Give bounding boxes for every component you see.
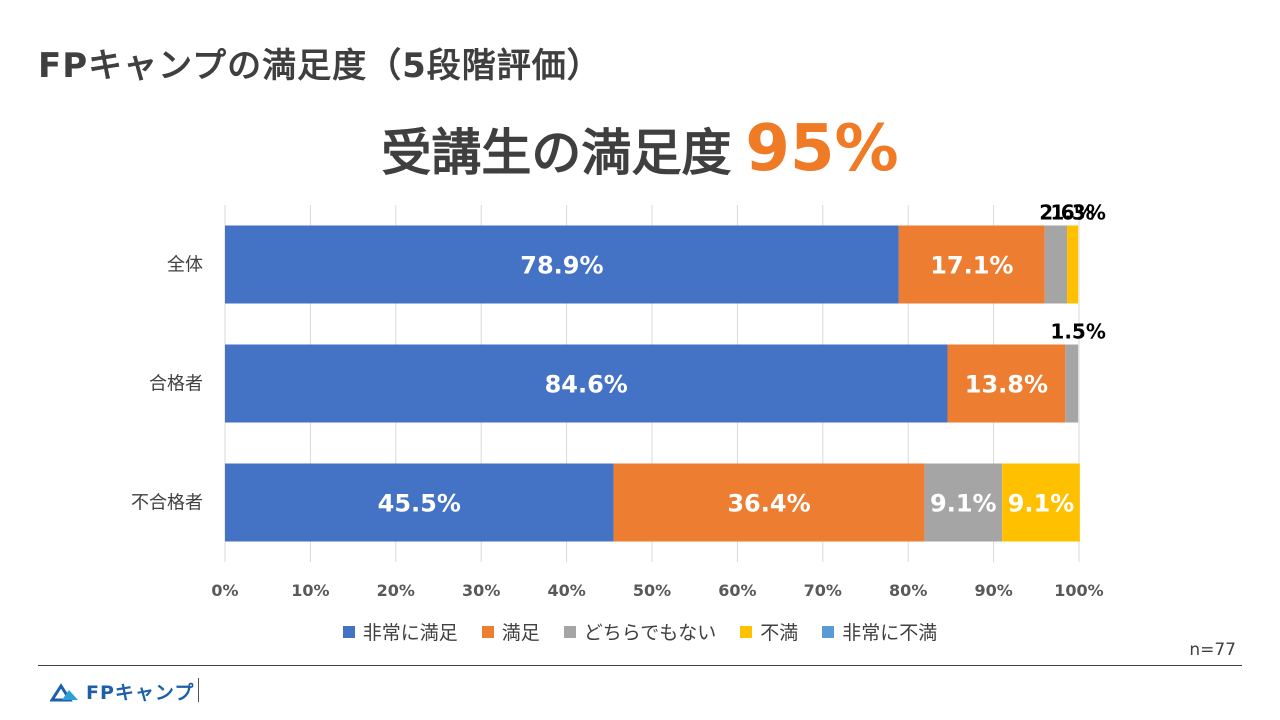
data-label: 1.3%	[1050, 201, 1105, 225]
stacked-bar-chart: 0% 10% 20% 30% 40% 50% 60% 70% 80% 90% 100% 全体 78.9%…	[131, 201, 1106, 601]
legend-swatch	[563, 625, 576, 638]
category-label: 全体	[167, 255, 203, 276]
mountain-logo-icon	[50, 682, 78, 701]
category-label: 不合格者	[131, 493, 203, 514]
x-tick-label: 40%	[547, 581, 585, 600]
x-tick-label: 20%	[377, 581, 415, 600]
bar-segment	[225, 344, 948, 423]
data-label: 45.5%	[378, 490, 461, 518]
x-tick-label: 80%	[889, 581, 927, 600]
data-label: 13.8%	[965, 371, 1048, 399]
x-tick-label: 70%	[804, 581, 842, 600]
bar-segment	[898, 225, 1045, 304]
legend-label: 非常に満足	[362, 622, 458, 644]
legend-swatch	[822, 625, 835, 638]
legend-label: 不満	[760, 622, 799, 644]
legend-swatch	[481, 625, 494, 638]
logo-separator	[198, 678, 199, 702]
chart-legend: 非常に満足 満足 どちらでもない 不満 非常に不満	[0, 618, 1280, 645]
x-tick-label: 50%	[633, 581, 671, 600]
legend-swatch	[740, 625, 753, 638]
data-label: 9.1%	[1008, 490, 1075, 518]
data-label: 78.9%	[520, 252, 603, 280]
data-label: 2.6%	[1039, 201, 1094, 225]
data-label: 17.1%	[930, 252, 1013, 280]
legend-swatch	[342, 625, 355, 638]
sample-size: n=77	[1189, 640, 1236, 660]
legend-label: 非常に不満	[842, 622, 938, 644]
data-label: 9.1%	[930, 490, 997, 518]
bar-segment	[947, 344, 1066, 423]
legend-label: 満足	[501, 622, 540, 644]
headline-text: 受講生の満足度	[381, 124, 732, 182]
legend-item: 満足	[481, 618, 540, 645]
data-label: 1.5%	[1050, 320, 1105, 344]
x-tick-label: 90%	[974, 581, 1012, 600]
headline-value: 95%	[745, 112, 899, 186]
headline: 受講生の満足度 95%	[0, 112, 1280, 186]
x-tick-label: 60%	[718, 581, 756, 600]
x-tick-label: 10%	[291, 581, 329, 600]
bar-segment	[1067, 225, 1079, 304]
footer-divider	[38, 665, 1242, 666]
bar-segment	[225, 463, 614, 542]
x-tick-label: 100%	[1054, 581, 1103, 600]
brand-logo: FPキャンプ	[50, 678, 194, 705]
x-tick-label: 0%	[211, 581, 238, 600]
bar-segment	[1065, 344, 1079, 423]
x-tick-label: 30%	[462, 581, 500, 600]
data-label: 84.6%	[545, 371, 628, 399]
legend-item: どちらでもない	[563, 618, 717, 645]
bar-segment	[1002, 463, 1080, 542]
legend-label: どちらでもない	[583, 622, 717, 644]
logo-text: FPキャンプ	[86, 682, 195, 704]
bar-segment	[225, 225, 899, 304]
legend-item: 非常に満足	[342, 618, 458, 645]
page-title: FPキャンプの満足度（5段階評価）	[38, 46, 602, 86]
data-label: 36.4%	[727, 490, 810, 518]
category-label: 合格者	[149, 374, 203, 395]
legend-item: 非常に不満	[822, 618, 937, 645]
bar-segment	[924, 463, 1003, 542]
bar-segment	[1044, 225, 1068, 304]
bar-segment	[613, 463, 925, 542]
legend-item: 不満	[740, 618, 798, 645]
